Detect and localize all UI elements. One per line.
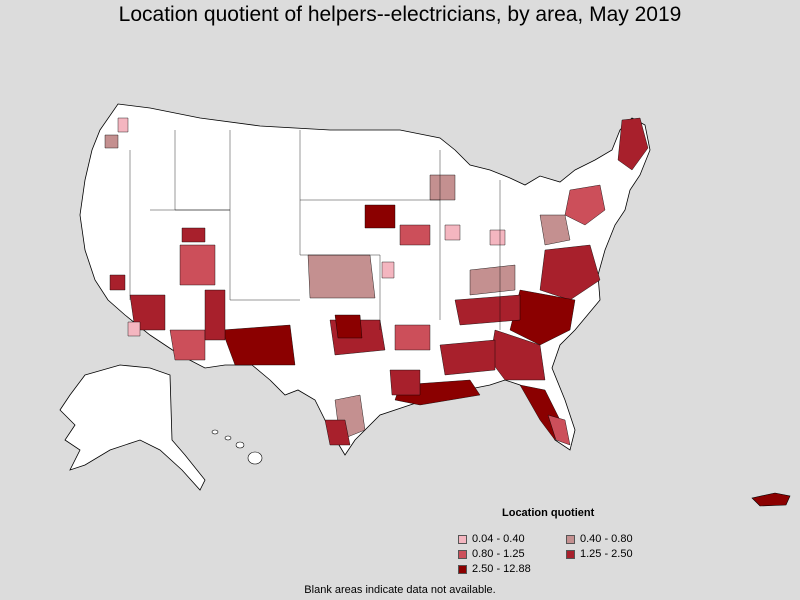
puerto-rico <box>751 492 791 507</box>
state-lines <box>129 130 501 330</box>
legend-swatch <box>566 534 575 544</box>
alaska <box>59 364 206 491</box>
legend-item-0-04-0-40: 0.04 - 0.40 <box>458 533 525 545</box>
legend: Location quotient 0.04 - 0.40 0.40 - 0.8… <box>440 505 680 585</box>
legend-swatch <box>458 534 467 544</box>
legend-item-0-40-0-80: 0.40 - 0.80 <box>566 533 633 545</box>
legend-label: 0.40 - 0.80 <box>580 533 633 545</box>
legend-label: 0.04 - 0.40 <box>472 533 525 545</box>
legend-item-0-80-1-25: 0.80 - 1.25 <box>458 548 525 560</box>
legend-label: 2.50 - 12.88 <box>472 563 531 575</box>
legend-label: 0.80 - 1.25 <box>472 548 525 560</box>
area-regions <box>104 117 649 446</box>
legend-item-2-50-12-88: 2.50 - 12.88 <box>458 563 531 575</box>
legend-swatch <box>566 549 575 559</box>
map-title: Location quotient of helpers--electricia… <box>118 3 682 26</box>
footnote: Blank areas indicate data not available. <box>304 584 496 596</box>
hawaii <box>211 429 263 465</box>
legend-item-1-25-2-50: 1.25 - 2.50 <box>566 548 633 560</box>
legend-title: Location quotient <box>502 507 595 519</box>
legend-label: 1.25 - 2.50 <box>580 548 633 560</box>
legend-swatch <box>458 564 467 574</box>
legend-swatch <box>458 549 467 559</box>
